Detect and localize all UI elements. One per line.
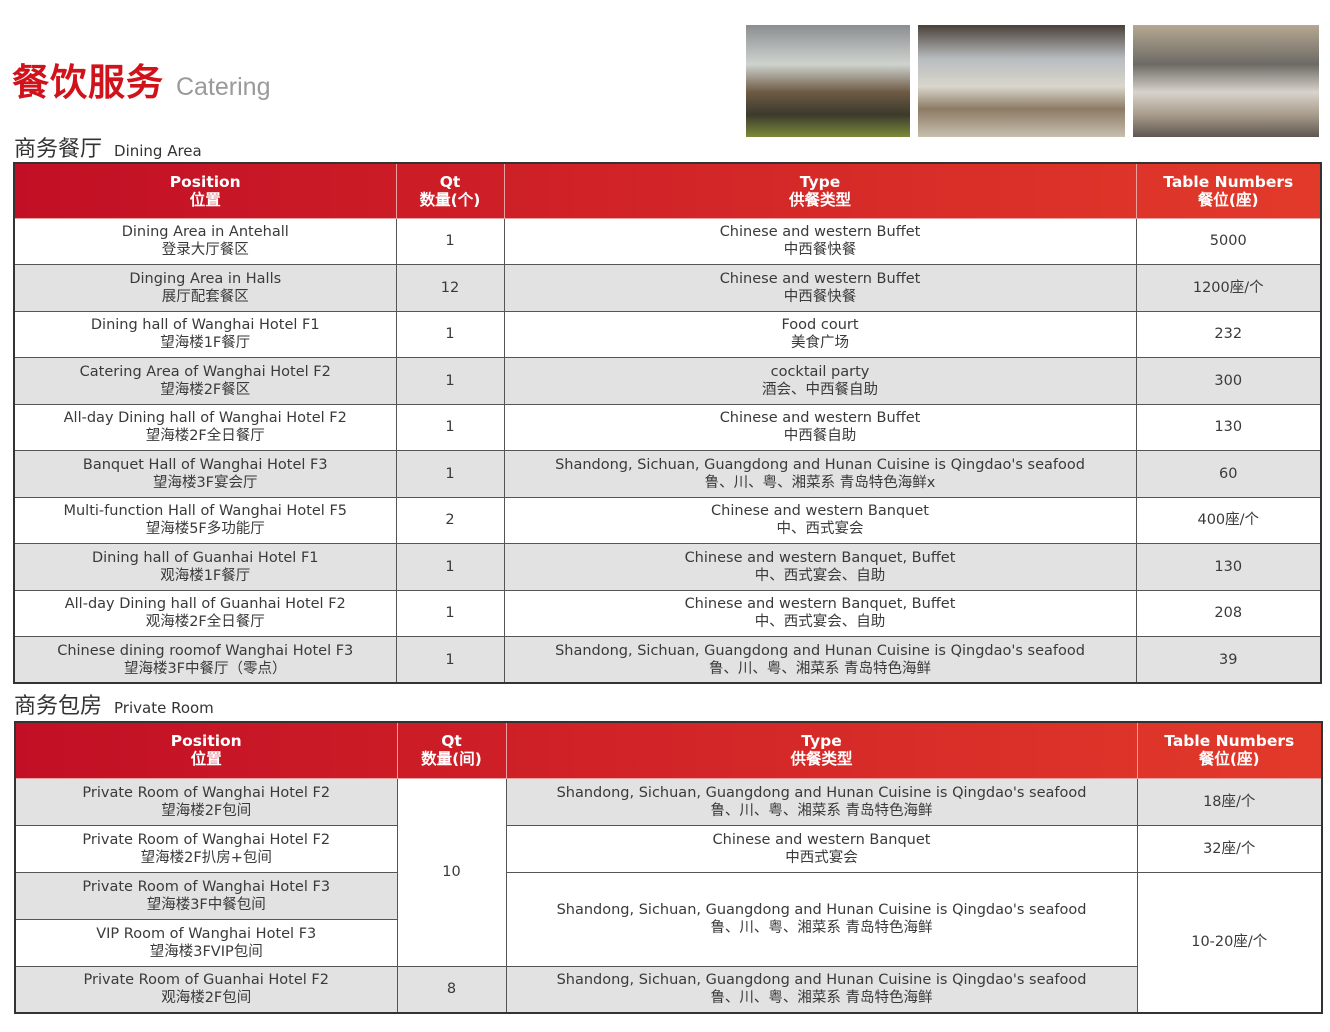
table-row: Multi-function Hall of Wanghai Hotel F5 望…	[13, 496, 1322, 544]
table-cell-type: Shandong, Sichuan, Guangdong and Hunan C…	[505, 965, 1138, 1014]
table-cell-position: All-day Dining hall of Wanghai Hotel F2 望…	[13, 403, 397, 451]
table-cell-tables: 32座/个	[1136, 824, 1323, 873]
table-cell-type: Shandong, Sichuan, Guangdong and Hunan C…	[505, 777, 1138, 826]
table-cell-qt: 1	[395, 589, 505, 637]
private-section-title: 商务包房 Private Room	[14, 688, 214, 720]
table-row: All-day Dining hall of Wanghai Hotel F2 望…	[13, 403, 1322, 451]
table-cell-qt: 8	[396, 965, 507, 1014]
table-cell-tables: 400座/个	[1135, 496, 1322, 544]
column-header-position: Position 位置	[14, 721, 398, 779]
table-cell-position: Catering Area of Wanghai Hotel F2 望海楼2F餐区	[13, 357, 397, 405]
table-cell-type: Shandong, Sichuan, Guangdong and Hunan C…	[503, 636, 1137, 684]
table-cell-type: Chinese and western Buffet 中西餐快餐	[503, 217, 1137, 265]
table-cell-tables: 10-20座/个	[1136, 871, 1323, 1014]
table-cell-tables: 232	[1135, 310, 1322, 358]
column-header-table-numbers: Table Numbers 餐位(座)	[1135, 162, 1322, 219]
table-cell-type: Chinese and western Buffet 中西餐自助	[503, 403, 1137, 451]
table-cell-tables: 5000	[1135, 217, 1322, 265]
table-cell-position: Dining hall of Wanghai Hotel F1 望海楼1F餐厅	[13, 310, 397, 358]
table-cell-position: Private Room of Wanghai Hotel F2 望海楼2F扒房+…	[14, 824, 398, 873]
column-header-table-numbers: Table Numbers 餐位(座)	[1136, 721, 1323, 779]
table-cell-qt: 1	[395, 450, 505, 498]
table-cell-type: Chinese and western Banquet 中西式宴会	[505, 824, 1138, 873]
table-row: Dining Area in Antehall 登录大厅餐区 1 Chinese …	[13, 217, 1322, 265]
table-cell-tables: 18座/个	[1136, 777, 1323, 826]
table-cell-tables: 39	[1135, 636, 1322, 684]
table-row: Dining hall of Guanhai Hotel F1 观海楼1F餐厅 1…	[13, 543, 1322, 591]
table-row: Banquet Hall of Wanghai Hotel F3 望海楼3F宴会厅…	[13, 450, 1322, 498]
table-cell-position: Private Room of Guanhai Hotel F2 观海楼2F包间	[14, 965, 398, 1014]
table-cell-qt: 1	[395, 357, 505, 405]
dining-section-title: 商务餐厅 Dining Area	[14, 131, 202, 163]
table-cell-type: Chinese and western Banquet, Buffet 中、西式宴…	[503, 543, 1137, 591]
table-cell-position: Private Room of Wanghai Hotel F3 望海楼3F中餐包…	[14, 871, 398, 920]
column-header-qt: Qt 数量(个)	[395, 162, 505, 219]
column-header-type: Type 供餐类型	[505, 721, 1138, 779]
table-row: Catering Area of Wanghai Hotel F2 望海楼2F餐区…	[13, 357, 1322, 405]
table-cell-type: Shandong, Sichuan, Guangdong and Hunan C…	[503, 450, 1137, 498]
table-cell-position: Dinging Area in Halls 展厅配套餐区	[13, 264, 397, 312]
table-row: All-day Dining hall of Guanhai Hotel F2 观…	[13, 589, 1322, 637]
private-room-photo	[1133, 25, 1319, 137]
column-header-position: Position 位置	[13, 162, 397, 219]
table-cell-qt: 1	[395, 636, 505, 684]
table-cell-tables: 208	[1135, 589, 1322, 637]
table-cell-qt: 2	[395, 496, 505, 544]
title-cn: 餐饮服务	[12, 61, 164, 104]
dining-table: Position 位置 Qt 数量(个) Type 供餐类型 Table Numbers 餐位…	[13, 162, 1322, 684]
table-cell-position: All-day Dining hall of Guanhai Hotel F2 观…	[13, 589, 397, 637]
table-cell-type: Food court 美食广场	[503, 310, 1137, 358]
table-row: Dinging Area in Halls 展厅配套餐区 12 Chinese a…	[13, 264, 1322, 312]
table-cell-type: Chinese and western Banquet, Buffet 中、西式宴…	[503, 589, 1137, 637]
table-cell-qt: 1	[395, 217, 505, 265]
dining-title-cn: 商务餐厅	[14, 137, 103, 162]
table-cell-position: VIP Room of Wanghai Hotel F3 望海楼3FVIP包间	[14, 918, 398, 967]
hall-photo	[918, 25, 1125, 137]
table-row: Chinese dining roomof Wanghai Hotel F3 望海…	[13, 636, 1322, 684]
table-cell-qt: 12	[395, 264, 505, 312]
table-cell-qt: 1	[395, 543, 505, 591]
table-cell-tables: 130	[1135, 543, 1322, 591]
dining-title-en: Dining Area	[114, 142, 202, 160]
table-cell-tables: 130	[1135, 403, 1322, 451]
table-cell-qt: 10	[396, 777, 507, 967]
dining-photo	[746, 25, 910, 137]
table-cell-position: Dining hall of Guanhai Hotel F1 观海楼1F餐厅	[13, 543, 397, 591]
table-cell-type: Shandong, Sichuan, Guangdong and Hunan C…	[505, 871, 1138, 967]
column-header-type: Type 供餐类型	[503, 162, 1137, 219]
private-room-table: Position 位置 Qt 数量(间) Type 供餐类型 Table Numbers 餐位…	[14, 721, 1323, 1014]
table-cell-position: Multi-function Hall of Wanghai Hotel F5 望…	[13, 496, 397, 544]
table-cell-tables: 300	[1135, 357, 1322, 405]
table-cell-position: Dining Area in Antehall 登录大厅餐区	[13, 217, 397, 265]
table-cell-qt: 1	[395, 403, 505, 451]
table-cell-position: Private Room of Wanghai Hotel F2 望海楼2F包间	[14, 777, 398, 826]
table-cell-type: cocktail party 酒会、中西餐自助	[503, 357, 1137, 405]
table-cell-type: Chinese and western Banquet 中、西式宴会	[503, 496, 1137, 544]
title-en: Catering	[176, 73, 271, 101]
private-title-cn: 商务包房	[14, 694, 103, 719]
table-cell-type: Chinese and western Buffet 中西餐快餐	[503, 264, 1137, 312]
private-title-en: Private Room	[114, 699, 214, 717]
table-cell-position: Chinese dining roomof Wanghai Hotel F3 望海…	[13, 636, 397, 684]
table-cell-position: Banquet Hall of Wanghai Hotel F3 望海楼3F宴会厅	[13, 450, 397, 498]
table-cell-qt: 1	[395, 310, 505, 358]
table-cell-tables: 1200座/个	[1135, 264, 1322, 312]
table-cell-tables: 60	[1135, 450, 1322, 498]
table-row: Dining hall of Wanghai Hotel F1 望海楼1F餐厅 1…	[13, 310, 1322, 358]
page-title: 餐饮服务 Catering	[12, 52, 271, 106]
column-header-qt: Qt 数量(间)	[396, 721, 507, 779]
